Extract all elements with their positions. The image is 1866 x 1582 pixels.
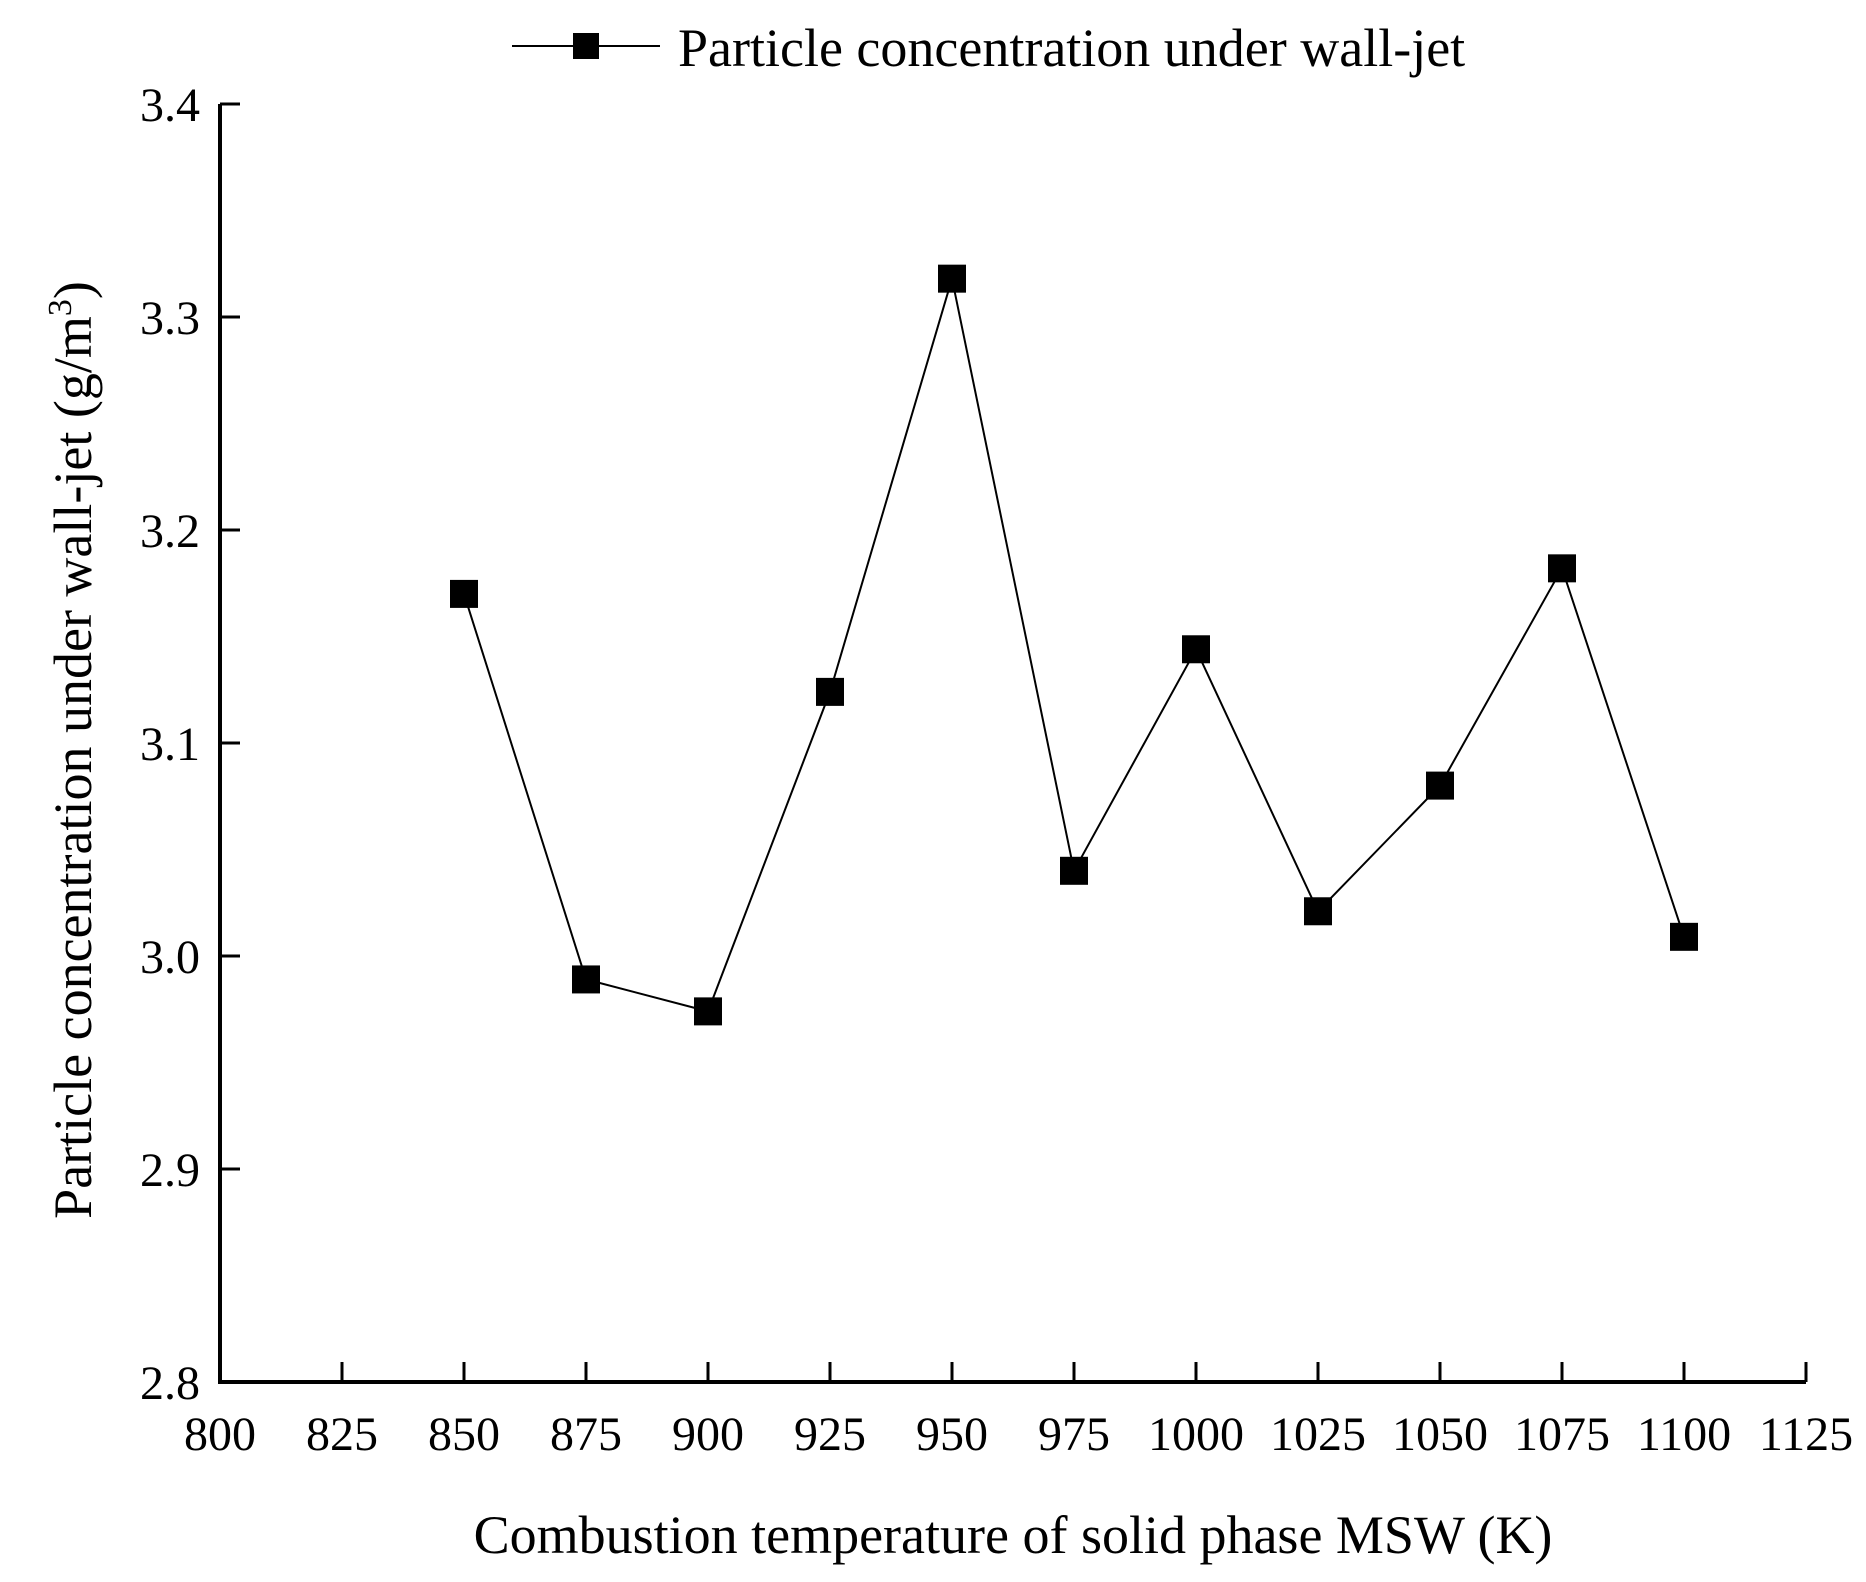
data-point bbox=[694, 997, 722, 1026]
data-point bbox=[1670, 922, 1698, 951]
data-point bbox=[1426, 771, 1454, 800]
y-tick-label: 3.0 bbox=[140, 931, 200, 984]
legend: Particle concentration under wall-jet bbox=[512, 18, 1465, 78]
x-tick-label: 1075 bbox=[1514, 1408, 1610, 1461]
data-point bbox=[1060, 856, 1088, 885]
data-point bbox=[816, 677, 844, 706]
x-tick-label: 1050 bbox=[1392, 1408, 1488, 1461]
legend-label: Particle concentration under wall-jet bbox=[678, 18, 1465, 78]
x-tick-label: 825 bbox=[306, 1408, 378, 1461]
data-point bbox=[938, 264, 966, 293]
x-tick-label: 800 bbox=[184, 1408, 256, 1461]
x-tick-label: 925 bbox=[794, 1408, 866, 1461]
y-tick-label: 3.3 bbox=[140, 292, 200, 345]
data-point bbox=[572, 965, 600, 994]
x-ticks: 800 825 850 875 900 925 950 975 1000 1025 1050 1075… bbox=[184, 1362, 1853, 1461]
data-point bbox=[1182, 635, 1210, 664]
legend-marker bbox=[573, 33, 599, 59]
data-point bbox=[1548, 554, 1576, 583]
y-axis-title: Particle concentration under wall-jet (g… bbox=[42, 281, 103, 1219]
x-tick-label: 1125 bbox=[1759, 1408, 1853, 1461]
y-axis-title-main: Particle concentration under wall-jet (g… bbox=[43, 316, 103, 1219]
x-tick-label: 1025 bbox=[1270, 1408, 1366, 1461]
x-tick-label: 875 bbox=[550, 1408, 622, 1461]
x-tick-label: 1100 bbox=[1637, 1408, 1731, 1461]
y-axis-title-close: ) bbox=[43, 281, 103, 299]
y-axis-title-sup: 3 bbox=[42, 299, 79, 316]
series-layer bbox=[450, 264, 1698, 1026]
x-tick-label: 975 bbox=[1038, 1408, 1110, 1461]
y-ticks: 2.8 2.9 3.0 3.1 3.2 3.3 3.4 bbox=[140, 79, 240, 1410]
y-tick-label: 2.9 bbox=[140, 1144, 200, 1197]
x-tick-label: 1000 bbox=[1148, 1408, 1244, 1461]
x-tick-label: 850 bbox=[428, 1408, 500, 1461]
x-tick-label: 950 bbox=[916, 1408, 988, 1461]
data-point bbox=[1304, 897, 1332, 926]
series-line bbox=[463, 278, 1685, 1013]
x-tick-label: 900 bbox=[672, 1408, 744, 1461]
y-tick-label: 2.8 bbox=[140, 1357, 200, 1410]
x-axis-title: Combustion temperature of solid phase MS… bbox=[474, 1505, 1553, 1565]
y-tick-label: 3.1 bbox=[140, 718, 200, 771]
y-tick-label: 3.4 bbox=[140, 79, 200, 132]
data-point bbox=[450, 579, 478, 608]
axes bbox=[218, 104, 1806, 1384]
y-tick-label: 3.2 bbox=[140, 505, 200, 558]
